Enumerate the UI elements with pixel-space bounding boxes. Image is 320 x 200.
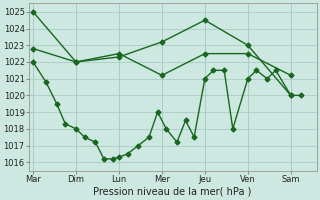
- X-axis label: Pression niveau de la mer( hPa ): Pression niveau de la mer( hPa ): [93, 187, 252, 197]
